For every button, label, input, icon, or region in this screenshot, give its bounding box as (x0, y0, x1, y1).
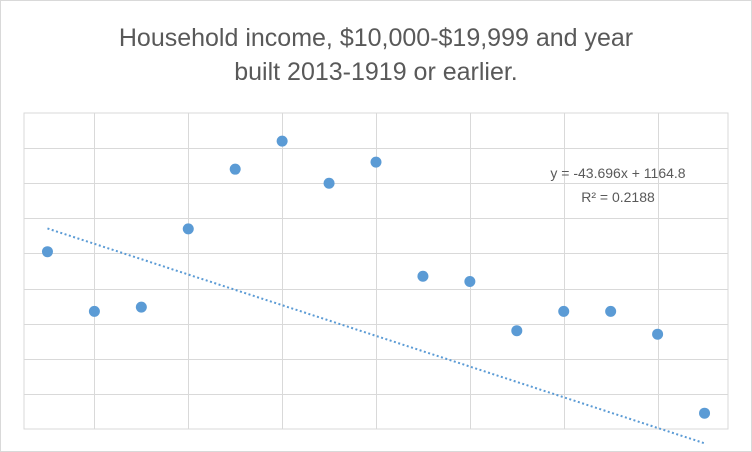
data-point (417, 270, 429, 282)
data-point (88, 305, 100, 317)
chart-title-line-1: Household income, $10,000-$19,999 and ye… (118, 24, 634, 52)
gridlines (23, 112, 729, 430)
data-point (652, 328, 664, 340)
data-point (323, 177, 335, 189)
trendline-r-squared: R² = 0.2188 (581, 189, 655, 205)
chart-title-line-2: built 2013-1919 or earlier. (234, 58, 518, 86)
trendline-equation: y = -43.696x + 1164.8 (550, 165, 685, 181)
data-point (229, 163, 241, 175)
data-point (558, 305, 570, 317)
data-point (41, 246, 53, 258)
data-point (135, 301, 147, 313)
data-point (370, 156, 382, 168)
chart-title: Household income, $10,000-$19,999 and ye… (1, 21, 751, 89)
data-point (276, 135, 288, 147)
data-point (511, 325, 523, 337)
trendline-group (47, 227, 705, 445)
data-point (464, 276, 476, 288)
data-point (699, 407, 711, 419)
data-point (605, 305, 617, 317)
trendline (47, 227, 705, 445)
data-point (182, 223, 194, 235)
data-points (41, 135, 711, 419)
